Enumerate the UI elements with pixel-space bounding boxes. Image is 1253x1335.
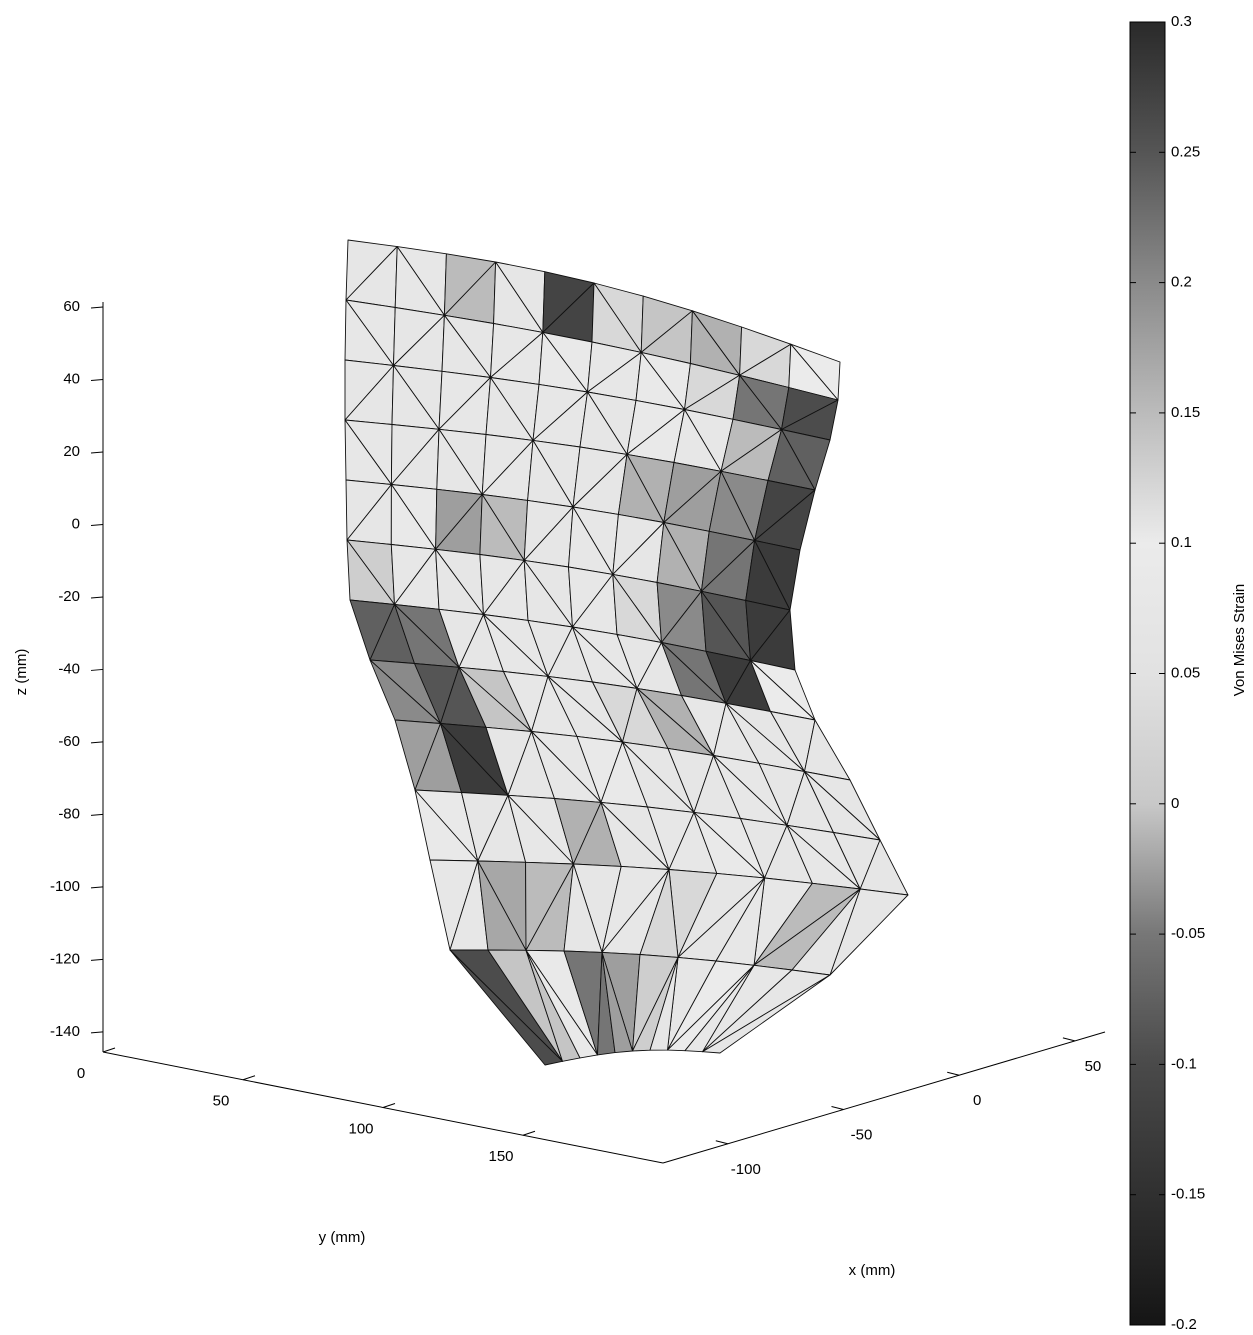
z-tick-label: 0 [72,515,80,532]
colorbar-label: Von Mises Strain [1231,584,1248,697]
z-tick [91,669,103,670]
x-tick-label: -100 [731,1161,761,1178]
x-tick-label: 0 [973,1092,981,1109]
x-tick [832,1107,844,1110]
colorbar-tick-label: 0.1 [1171,534,1192,551]
colorbar-tick-label: 0.3 [1171,13,1192,30]
z-tick [91,524,103,525]
z-tick-label: -140 [50,1023,80,1040]
colorbar-tick-label: 0.2 [1171,274,1192,291]
chart: z (mm) y (mm) x (mm) Von Mises Strain 60… [0,0,1253,1335]
z-tick-label: -80 [58,805,80,822]
x-tick-label: 50 [1085,1058,1102,1075]
colorbar-tick-label: -0.05 [1171,925,1205,942]
z-tick-label: 40 [63,370,80,387]
z-tick [91,814,103,815]
z-tick [91,379,103,380]
z-tick [91,1032,103,1033]
colorbar-tick-label: 0.15 [1171,404,1200,421]
z-tick [91,452,103,453]
z-tick [91,307,103,308]
x-tick [1063,1038,1075,1041]
colorbar-tick-label: -0.1 [1171,1055,1197,1072]
colorbar-tick-label: -0.2 [1171,1316,1197,1333]
y-tick-label: 150 [488,1148,513,1165]
z-tick-label: 60 [63,298,80,315]
y-tick-label: 0 [77,1065,85,1082]
z-tick-label: -60 [58,733,80,750]
x-tick-label: -50 [851,1126,873,1143]
z-tick-label: -120 [50,950,80,967]
y-tick [103,1048,115,1052]
y-tick [383,1104,395,1108]
x-tick [716,1141,728,1144]
y-tick-label: 50 [213,1093,230,1110]
z-tick-label: -40 [58,660,80,677]
y-tick [523,1131,535,1135]
y-tick-label: 100 [348,1120,373,1137]
z-tick [91,959,103,960]
mesh [345,240,908,1065]
y-axis-label: y (mm) [319,1229,366,1246]
z-tick [91,887,103,888]
z-tick-label: 20 [63,443,80,460]
z-axis-label: z (mm) [13,649,30,696]
x-tick [947,1072,959,1075]
y-tick [243,1076,255,1080]
x-axis [663,1032,1105,1163]
colorbar-tick-label: 0.25 [1171,143,1200,160]
colorbar-tick-label: 0 [1171,795,1179,812]
colorbar-tick-label: 0.05 [1171,664,1200,681]
z-tick-label: -20 [58,588,80,605]
x-axis-label: x (mm) [849,1262,896,1279]
colorbar-tick-label: -0.15 [1171,1186,1205,1203]
z-tick-label: -100 [50,878,80,895]
z-tick [91,742,103,743]
z-tick [91,597,103,598]
